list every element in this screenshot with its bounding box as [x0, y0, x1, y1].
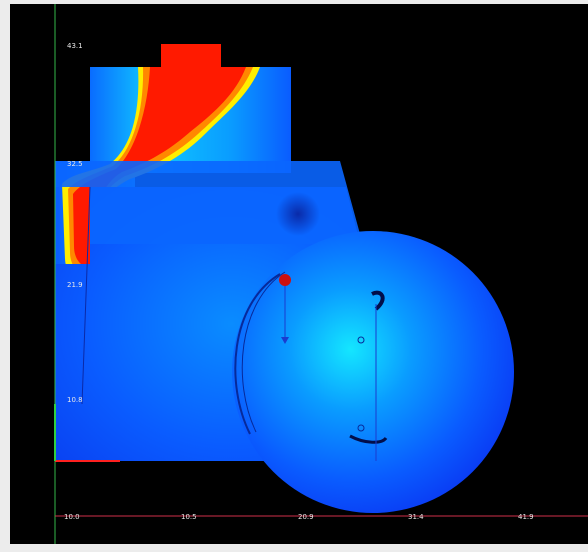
y-tick-label: 32.5: [67, 160, 83, 168]
hot-plume-orange: [68, 67, 253, 273]
slot-bottom: [349, 434, 388, 444]
hole-mid: [357, 336, 365, 344]
inner-arc: [234, 273, 281, 435]
hot-plume-red: [73, 67, 246, 267]
simulation-viewport[interactable]: 43.1 32.5 21.9 10.8 10.0 10.5 20.9 31.4 …: [10, 4, 588, 544]
inner-arc-2: [241, 271, 286, 433]
hole-low: [357, 424, 365, 432]
y-tick-label: 21.9: [67, 281, 83, 289]
marker-dot: [279, 274, 291, 286]
x-tick-label: 31.4: [408, 513, 424, 521]
x-tick-label: 10.0: [64, 513, 80, 521]
rotor-disc: [232, 231, 514, 513]
field-plot: 43.1 32.5 21.9 10.8 10.0 10.5 20.9 31.4 …: [54, 4, 588, 544]
y-tick-label: 10.8: [67, 396, 83, 404]
left-guide: [81, 186, 91, 405]
marker-arrowhead: [281, 337, 289, 344]
y-tick-label: 43.1: [67, 42, 83, 50]
dark-spot: [276, 192, 320, 236]
top-block: [161, 44, 221, 68]
x-tick-label: 10.5: [181, 513, 197, 521]
slot-top: [371, 290, 385, 311]
x-tick-label: 20.9: [298, 513, 314, 521]
x-tick-label: 41.9: [518, 513, 534, 521]
